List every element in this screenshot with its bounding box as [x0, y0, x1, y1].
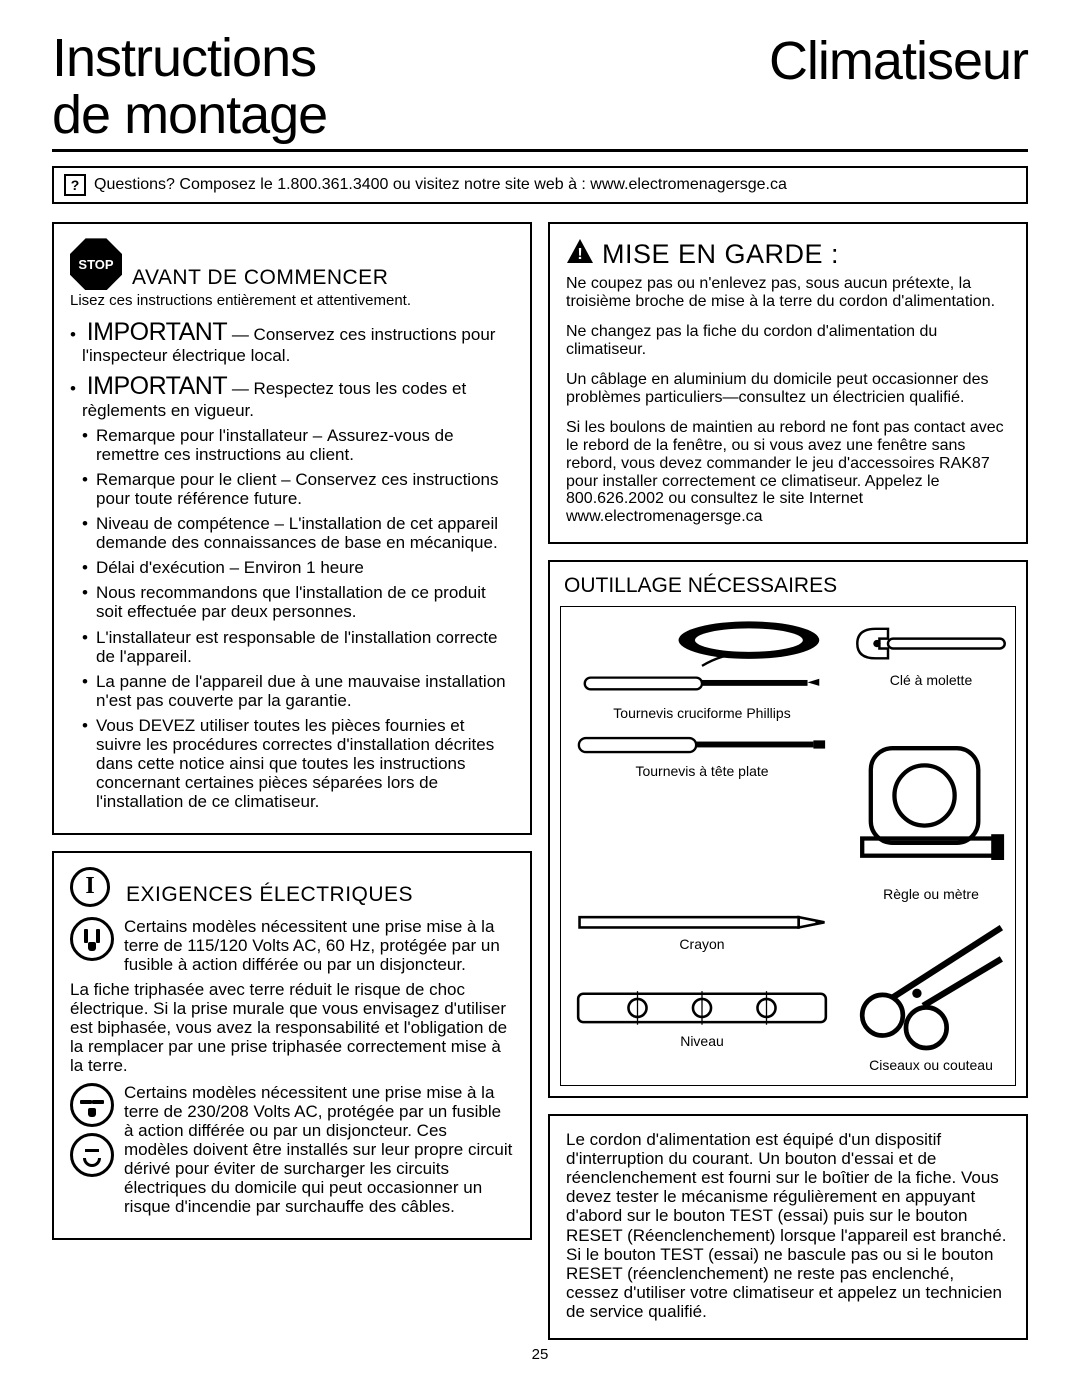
- outlet-icon-120v: [70, 917, 114, 961]
- warning-panel: ! MISE EN GARDE : Ne coupez pas ou n'enl…: [548, 222, 1028, 544]
- flat-label: Tournevis à tête plate: [635, 763, 768, 779]
- wrench-icon: [845, 619, 1017, 668]
- tool-level: Niveau: [573, 984, 831, 1075]
- stop-heading-row: STOP AVANT DE COMMENCER: [70, 238, 514, 290]
- before-title: AVANT DE COMMENCER: [132, 266, 388, 290]
- bullet-6: La panne de l'appareil due à une mauvais…: [96, 672, 514, 710]
- bullet-5: L'installateur est responsable de l'inst…: [96, 628, 514, 666]
- info-icon: I: [70, 867, 110, 907]
- wrench-label: Clé à molette: [890, 672, 972, 688]
- scissors-icon: [845, 912, 1017, 1053]
- warn-p3: Un câblage en aluminium du domicile peut…: [566, 371, 1010, 407]
- title-line1: Instructions: [52, 28, 316, 88]
- tool-phillips: Tournevis cruciforme Phillips: [573, 617, 831, 723]
- main-columns: STOP AVANT DE COMMENCER Lisez ces instru…: [52, 222, 1028, 1339]
- phillips-label: Tournevis cruciforme Phillips: [613, 705, 790, 721]
- page-number: 25: [52, 1346, 1028, 1363]
- electrical-heading-row: I EXIGENCES ÉLECTRIQUES: [70, 867, 514, 907]
- elec-p1: Certains modèles nécessitent une prise m…: [124, 917, 514, 974]
- bullet-rest-5: L'installateur est responsable de l'inst…: [96, 628, 498, 666]
- question-icon: ?: [64, 174, 86, 196]
- bullet-lead-3: Délai d'exécution –: [96, 558, 244, 577]
- tool-flat: Tournevis à tête plate: [573, 729, 831, 904]
- outlet-block-1: Certains modèles nécessitent une prise m…: [70, 917, 514, 974]
- tools-title: OUTILLAGE NÉCESSAIRES: [560, 574, 1016, 598]
- cord-panel: Le cordon d'alimentation est équipé d'un…: [548, 1114, 1028, 1340]
- before-intro: Lisez ces instructions entièrement et at…: [70, 292, 514, 309]
- warn-p4: Si les boulons de maintien au rebord ne …: [566, 419, 1010, 526]
- important-item-2: IMPORTANT — Respectez tous les codes et …: [82, 372, 514, 420]
- bullet-lead-1: Remarque pour le client –: [96, 470, 295, 489]
- outlet-icon-230v-b: [70, 1133, 114, 1177]
- bullet-lead-2: Niveau de compétence –: [96, 514, 289, 533]
- tape-measure-icon: [845, 731, 1017, 882]
- tools-panel: OUTILLAGE NÉCESSAIRES Tournevis crucifor…: [548, 560, 1028, 1097]
- warning-heading-row: ! MISE EN GARDE :: [566, 238, 1010, 271]
- bullet-rest-4: Nous recommandons que l'installation de …: [96, 583, 486, 621]
- warn-p2: Ne changez pas la fiche du cordon d'alim…: [566, 323, 1010, 359]
- title-right: Climatiseur: [769, 30, 1028, 92]
- elec-p2: La fiche triphasée avec terre réduit le …: [70, 980, 514, 1075]
- tool-tape: Règle ou mètre: [845, 729, 1017, 904]
- cord-text: Le cordon d'alimentation est équipé d'un…: [566, 1130, 1010, 1322]
- important-list: IMPORTANT — Conservez ces instructions p…: [82, 318, 514, 421]
- electrical-panel: I EXIGENCES ÉLECTRIQUES Certains modèles…: [52, 851, 532, 1240]
- electrical-title: EXIGENCES ÉLECTRIQUES: [126, 883, 413, 907]
- title-left: Instructions de montage: [52, 30, 327, 143]
- questions-bar: ? Questions? Composez le 1.800.361.3400 …: [52, 166, 1028, 204]
- right-column: ! MISE EN GARDE : Ne coupez pas ou n'enl…: [548, 222, 1028, 1339]
- tools-inner: Tournevis cruciforme Phillips Clé à mole…: [560, 606, 1016, 1085]
- title-line2: de montage: [52, 85, 327, 145]
- elec-p3: Certains modèles nécessitent une prise m…: [124, 1083, 514, 1216]
- outlet-icons-230v: [70, 1083, 114, 1216]
- left-column: STOP AVANT DE COMMENCER Lisez ces instru…: [52, 222, 532, 1339]
- bullet-rest-6: La panne de l'appareil due à une mauvais…: [96, 672, 506, 710]
- bullet-7: Vous DEVEZ utiliser toutes les pièces fo…: [96, 716, 514, 811]
- tools-grid: Tournevis cruciforme Phillips Clé à mole…: [573, 617, 1003, 1074]
- bullet-4: Nous recommandons que l'installation de …: [96, 583, 514, 621]
- bullet-1: Remarque pour le client – Conservez ces …: [96, 470, 514, 508]
- questions-text: Questions? Composez le 1.800.361.3400 ou…: [94, 176, 787, 194]
- warning-title: MISE EN GARDE :: [602, 239, 839, 270]
- outlet-icon-230v-a: [70, 1083, 114, 1127]
- tool-pencil: Crayon: [573, 910, 831, 978]
- level-label: Niveau: [680, 1033, 724, 1049]
- warn-p1: Ne coupez pas ou n'enlevez pas, sous auc…: [566, 275, 1010, 311]
- before-bullets: Remarque pour l'installateur – Assurez-v…: [96, 426, 514, 811]
- stop-sign-icon: STOP: [70, 238, 122, 290]
- pencil-label: Crayon: [679, 936, 724, 952]
- warning-icon: !: [566, 238, 594, 271]
- outlet-block-2: Certains modèles nécessitent une prise m…: [70, 1083, 514, 1216]
- important-word-1: IMPORTANT: [87, 318, 227, 346]
- phillips-screwdriver-icon: [573, 619, 831, 701]
- tape-label: Règle ou mètre: [883, 886, 979, 902]
- level-icon: [573, 986, 831, 1030]
- bullet-2: Niveau de compétence – L'installation de…: [96, 514, 514, 552]
- flat-screwdriver-icon: [573, 731, 831, 759]
- bullet-3: Délai d'exécution – Environ 1 heure: [96, 558, 514, 577]
- bullet-rest-3: Environ 1 heure: [244, 558, 364, 577]
- important-item-1: IMPORTANT — Conservez ces instructions p…: [82, 318, 514, 366]
- bullet-0: Remarque pour l'installateur – Assurez-v…: [96, 426, 514, 464]
- tool-wrench: Clé à molette: [845, 617, 1017, 723]
- page-header: Instructions de montage Climatiseur: [52, 30, 1028, 152]
- scissors-label: Ciseaux ou couteau: [869, 1057, 993, 1073]
- bullet-rest-7: Vous DEVEZ utiliser toutes les pièces fo…: [96, 716, 494, 811]
- svg-text:!: !: [577, 246, 582, 263]
- pencil-icon: [573, 912, 831, 933]
- important-word-2: IMPORTANT: [87, 372, 227, 400]
- tool-scissors: Ciseaux ou couteau: [845, 910, 1017, 1075]
- bullet-lead-0: Remarque pour l'installateur –: [96, 426, 327, 445]
- before-you-begin-panel: STOP AVANT DE COMMENCER Lisez ces instru…: [52, 222, 532, 834]
